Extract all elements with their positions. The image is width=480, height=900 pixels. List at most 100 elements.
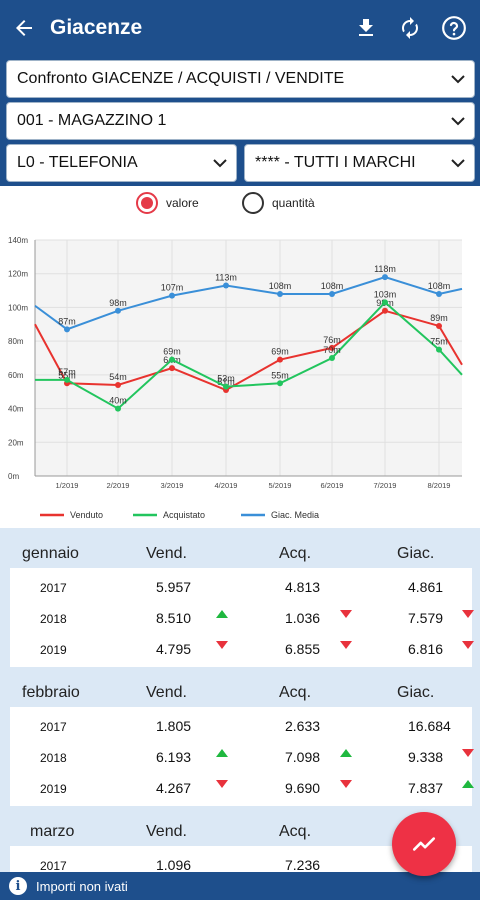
category-select[interactable]: L0 - TELEFONIA bbox=[6, 144, 237, 182]
help-icon bbox=[442, 16, 466, 40]
data-label: 54m bbox=[109, 372, 127, 382]
chevron-down-icon bbox=[451, 159, 465, 168]
cell-acq: 6.855 bbox=[285, 641, 321, 657]
table-row[interactable]: 2017 5.957 4.813 4.861 bbox=[10, 571, 472, 602]
trending-chart-icon bbox=[412, 837, 436, 851]
radio-quantita-circle[interactable] bbox=[242, 192, 264, 214]
refresh-button[interactable] bbox=[388, 0, 432, 56]
help-button[interactable] bbox=[432, 0, 476, 56]
data-label: 75m bbox=[430, 337, 448, 347]
data-label: 51m bbox=[217, 377, 235, 387]
data-label: 108m bbox=[428, 281, 451, 291]
chart-panel: valore quantità 0m 20m 40m 60m 80m 100m 120m 14… bbox=[0, 186, 480, 528]
row-year: 2017 bbox=[40, 720, 67, 734]
trend-up-icon bbox=[340, 749, 352, 757]
y-tick-label: 60m bbox=[8, 371, 24, 380]
cell-vend: 6.193 bbox=[156, 749, 192, 765]
data-point bbox=[436, 322, 442, 329]
radio-valore-circle[interactable] bbox=[136, 192, 158, 214]
data-point bbox=[223, 282, 229, 289]
month-card: 2017 1.805 2.633 16.684 2018 6.193 7.098 9.338 2… bbox=[10, 707, 474, 806]
radio-quantita[interactable]: quantità bbox=[242, 192, 315, 214]
cell-acq: 9.690 bbox=[285, 780, 321, 796]
data-point bbox=[169, 292, 175, 299]
legend-label: Giac. Media bbox=[271, 510, 319, 520]
cell-vend: 5.957 bbox=[156, 579, 192, 595]
table-row[interactable]: 2019 4.267 9.690 7.837 bbox=[10, 772, 474, 803]
data-point bbox=[277, 356, 283, 363]
month-header: gennaio Vend. Acq. Giac. bbox=[0, 536, 480, 570]
header-vend: Vend. bbox=[146, 545, 187, 562]
y-tick-label: 120m bbox=[8, 270, 28, 279]
trend-up-icon bbox=[462, 780, 474, 788]
radio-valore[interactable]: valore bbox=[136, 192, 199, 214]
y-tick-label: 0m bbox=[8, 472, 19, 481]
line-chart: 0m 20m 40m 60m 80m 100m 120m 140m 1/2019 2/2019 3/… bbox=[8, 236, 463, 520]
data-label: 69m bbox=[163, 347, 181, 357]
data-point bbox=[382, 307, 388, 314]
data-point bbox=[329, 355, 335, 361]
table-row[interactable]: 2019 4.795 6.855 6.816 bbox=[10, 633, 474, 664]
trend-down-icon bbox=[462, 610, 474, 618]
data-point bbox=[382, 299, 388, 306]
month-name: gennaio bbox=[22, 545, 79, 562]
cell-vend: 4.267 bbox=[156, 780, 192, 796]
brand-select[interactable]: **** - TUTTI I MARCHI bbox=[244, 144, 475, 182]
data-point bbox=[115, 381, 121, 388]
data-label: 69m bbox=[271, 347, 289, 357]
row-year: 2019 bbox=[40, 643, 67, 657]
table-row[interactable]: 2018 6.193 7.098 9.338 bbox=[10, 741, 474, 772]
row-year: 2017 bbox=[40, 859, 67, 872]
table-row[interactable]: 2018 8.510 1.036 7.579 bbox=[10, 602, 474, 633]
header-vend: Vend. bbox=[146, 823, 187, 840]
y-tick-label: 80m bbox=[8, 337, 24, 346]
y-tick-label: 20m bbox=[8, 438, 24, 447]
chart-fab-button[interactable] bbox=[392, 812, 456, 876]
y-tick-label: 100m bbox=[8, 303, 28, 312]
series-line-venduto bbox=[34, 309, 463, 392]
data-label: 108m bbox=[269, 281, 292, 291]
radio-quantita-label: quantità bbox=[272, 196, 315, 210]
row-year: 2019 bbox=[40, 782, 67, 796]
data-point bbox=[436, 346, 442, 353]
data-label: 70m bbox=[323, 345, 341, 355]
warehouse-select[interactable]: 001 - MAGAZZINO 1 bbox=[6, 102, 475, 140]
cell-acq: 2.633 bbox=[285, 718, 321, 734]
series-line-giac-media bbox=[34, 276, 463, 331]
month-header: febbraio Vend. Acq. Giac. bbox=[0, 675, 480, 709]
header-vend: Vend. bbox=[146, 684, 187, 701]
trend-up-icon bbox=[216, 610, 228, 618]
category-select-value: L0 - TELEFONIA bbox=[17, 154, 138, 171]
row-year: 2018 bbox=[40, 751, 67, 765]
data-label: 57m bbox=[58, 367, 76, 377]
x-tick-label: 3/2019 bbox=[161, 481, 184, 490]
data-point bbox=[169, 365, 175, 372]
download-button[interactable] bbox=[344, 0, 388, 56]
data-point bbox=[64, 326, 70, 333]
x-tick-label: 2/2019 bbox=[107, 481, 130, 490]
report-select[interactable]: Confronto GIACENZE / ACQUISTI / VENDITE bbox=[6, 60, 475, 98]
radio-valore-label: valore bbox=[166, 196, 199, 210]
x-tick-label: 4/2019 bbox=[215, 481, 238, 490]
data-point bbox=[169, 356, 175, 363]
back-arrow-icon bbox=[16, 20, 32, 36]
chevron-down-icon bbox=[451, 117, 465, 126]
trend-down-icon bbox=[340, 641, 352, 649]
cell-acq: 7.098 bbox=[285, 749, 321, 765]
data-label: 103m bbox=[374, 289, 397, 299]
table-row[interactable]: 2017 1.805 2.633 16.684 bbox=[10, 710, 472, 741]
data-label: 55m bbox=[271, 370, 289, 380]
x-tick-label: 7/2019 bbox=[374, 481, 397, 490]
row-year: 2017 bbox=[40, 581, 67, 595]
x-tick-label: 5/2019 bbox=[269, 481, 292, 490]
trend-down-icon bbox=[462, 641, 474, 649]
trend-down-icon bbox=[340, 610, 352, 618]
back-button[interactable] bbox=[2, 0, 46, 56]
warehouse-select-value: 001 - MAGAZZINO 1 bbox=[17, 112, 167, 129]
data-point bbox=[277, 290, 283, 297]
data-point bbox=[223, 383, 229, 390]
data-label: 53m bbox=[217, 374, 235, 384]
cell-giac: 7.579 bbox=[408, 610, 444, 626]
page-title: Giacenze bbox=[50, 16, 143, 39]
data-point bbox=[436, 290, 442, 297]
